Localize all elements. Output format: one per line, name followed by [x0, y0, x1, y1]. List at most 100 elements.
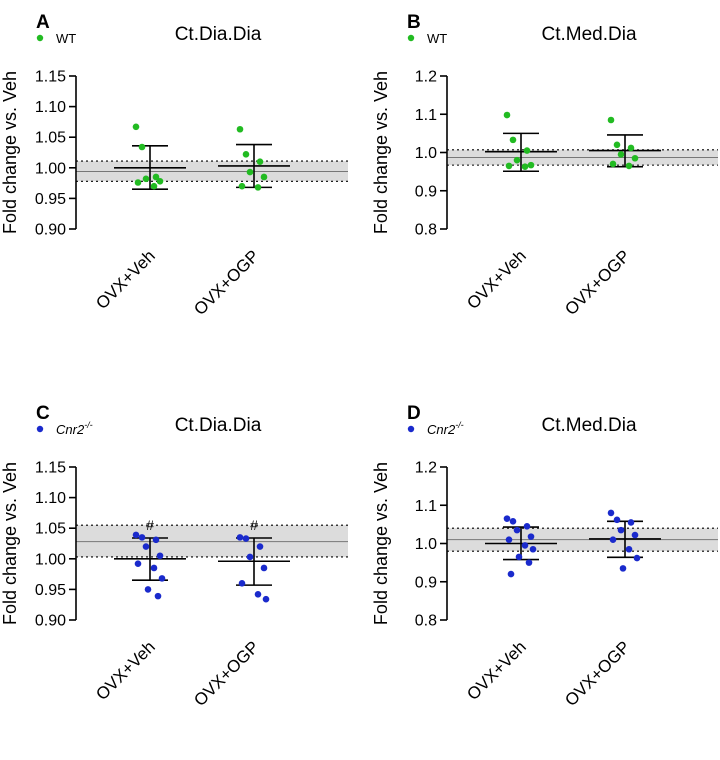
y-tick-label: 1.1: [415, 107, 437, 124]
data-point: [527, 161, 535, 169]
panel-letter: C: [36, 403, 50, 424]
y-tick-label: 1.15: [35, 69, 66, 86]
y-tick-label: 1.05: [35, 130, 66, 147]
data-point: [631, 531, 639, 539]
data-point: [613, 141, 621, 149]
legend-dot: [407, 425, 415, 433]
data-point: [617, 151, 625, 158]
data-point: [260, 564, 268, 572]
y-tick-label: 0.9: [415, 183, 437, 200]
data-point: [627, 519, 635, 526]
x-tick-label: OVX+Veh: [92, 637, 159, 704]
data-point: [607, 509, 615, 517]
legend-superscript: -/-: [455, 420, 464, 430]
legend-superscript: -/-: [84, 420, 93, 430]
legend-label: Cnr2-/-: [56, 420, 93, 437]
panel-letter: B: [407, 12, 421, 33]
panel-title: Ct.Dia.Dia: [175, 24, 262, 45]
data-point: [134, 560, 142, 567]
data-point: [144, 586, 152, 593]
data-point: [158, 575, 166, 582]
data-point: [507, 570, 515, 578]
data-point: [523, 147, 531, 154]
y-axis-label: Fold change vs. Veh: [0, 71, 20, 234]
data-point: [254, 184, 262, 191]
y-axis-label: Fold change vs. Veh: [371, 462, 391, 625]
y-axis-label: Fold change vs. Veh: [371, 71, 391, 234]
y-tick-label: 1.00: [35, 160, 66, 177]
data-point: [525, 559, 533, 566]
data-point: [150, 182, 158, 190]
panel-d: D Cnr2-/- Ct.Med.Dia 0.8 0.9 1.0 1.1 1.2 Fold ch…: [371, 403, 718, 710]
y-tick-label: 0.8: [415, 222, 437, 239]
x-tick-label: OVX+Veh: [463, 637, 530, 704]
x-tick-label: OVX+Veh: [92, 246, 159, 313]
data-point: [238, 579, 246, 587]
y-tick-label: 0.8: [415, 613, 437, 630]
y-tick-label: 1.10: [35, 490, 66, 507]
x-tick-label: OVX+OGP: [190, 246, 263, 319]
data-point: [515, 553, 523, 561]
data-point: [246, 553, 254, 561]
data-point: [256, 158, 264, 165]
data-point: [631, 154, 639, 162]
legend-label: WT: [427, 31, 447, 46]
data-point: [625, 162, 633, 170]
panel-b: B WT Ct.Med.Dia 0.8 0.9 1.0 1.1 1.2 Fold change …: [371, 12, 718, 319]
data-point: [156, 177, 164, 185]
y-tick-label: 1.1: [415, 498, 437, 515]
data-point: [260, 173, 268, 181]
data-point: [154, 592, 162, 600]
group-1: [485, 515, 557, 578]
y-tick-label: 1.00: [35, 551, 66, 568]
data-point: [625, 545, 633, 553]
legend-dot: [407, 34, 415, 42]
data-point: [132, 531, 140, 539]
legend-text: Cnr2: [56, 422, 85, 437]
data-point: [523, 522, 531, 530]
y-tick-label: 0.9: [415, 574, 437, 591]
group-1: #: [114, 517, 186, 600]
data-point: [613, 516, 621, 524]
data-point: [521, 163, 529, 170]
data-point: [509, 518, 517, 525]
y-axis-label: Fold change vs. Veh: [0, 462, 20, 625]
y-tick-label: 0.95: [35, 191, 66, 208]
data-point: [609, 160, 617, 168]
data-point: [238, 182, 246, 190]
data-point: [503, 515, 511, 522]
reference-band: [77, 525, 348, 557]
panel-title: Ct.Med.Dia: [541, 24, 636, 45]
significance-marker: #: [146, 517, 154, 533]
panel-letter: D: [407, 403, 421, 424]
group-1: [485, 111, 557, 173]
y-tick-label: 1.10: [35, 99, 66, 116]
data-point: [627, 144, 635, 152]
data-point: [527, 533, 535, 540]
y-tick-label: 1.05: [35, 521, 66, 538]
y-tick-label: 1.0: [415, 536, 437, 553]
y-tick-label: 1.2: [415, 460, 437, 477]
legend-dot: [36, 425, 44, 433]
legend-label: Cnr2-/-: [427, 420, 464, 437]
legend-label: WT: [56, 31, 76, 46]
data-point: [152, 173, 160, 181]
data-point: [134, 179, 142, 186]
data-point: [529, 545, 537, 553]
y-tick-label: 1.15: [35, 460, 66, 477]
y-tick-label: 0.95: [35, 582, 66, 599]
significance-marker: #: [250, 517, 258, 533]
data-point: [609, 536, 617, 543]
data-point: [262, 595, 270, 603]
data-point: [138, 143, 146, 151]
data-point: [254, 590, 262, 598]
data-point: [505, 536, 513, 543]
data-point: [607, 116, 615, 124]
data-point: [513, 156, 521, 164]
group-1: [114, 123, 186, 191]
legend-text: WT: [427, 31, 447, 46]
legend-text: Cnr2: [427, 422, 456, 437]
data-point: [505, 162, 513, 170]
data-point: [246, 168, 254, 176]
